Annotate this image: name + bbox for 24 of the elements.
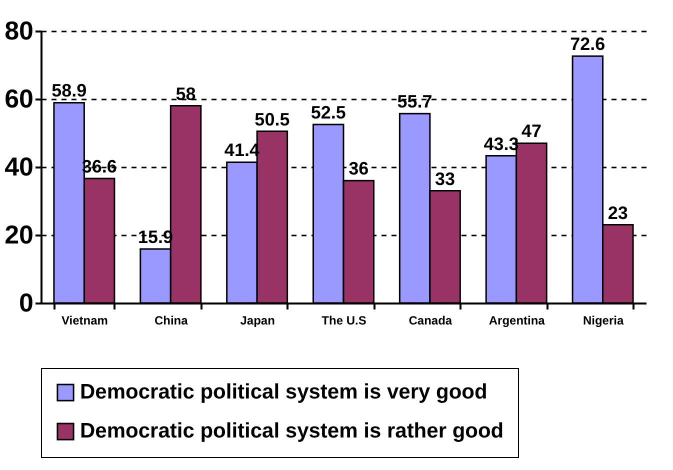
y-tick-label: 80 — [4, 16, 34, 46]
y-tick-label: 0 — [19, 288, 34, 318]
data-label: 33 — [435, 168, 456, 189]
data-label: 47 — [521, 121, 542, 142]
data-label: 58 — [176, 84, 196, 104]
data-label: 23 — [608, 202, 628, 223]
data-label: 50.5 — [254, 109, 290, 130]
x-tick-label: Nigeria — [582, 314, 624, 328]
y-tick-label: 40 — [4, 152, 34, 182]
x-tick-label: Argentina — [488, 314, 546, 328]
data-label: 55.7 — [397, 92, 432, 112]
legend-label: Democratic political system is rather good — [80, 420, 504, 442]
legend-label: Democratic political system is very good — [80, 380, 488, 404]
data-label: 72.6 — [570, 34, 606, 54]
x-tick-label: Vietnam — [61, 314, 108, 328]
x-tick-label: Japan — [240, 314, 275, 328]
data-label: 43.3 — [484, 134, 519, 154]
data-label: 52.5 — [310, 102, 346, 122]
y-tick-label: 60 — [4, 84, 34, 114]
y-tick-label: 20 — [4, 220, 34, 250]
x-tick-label: The U.S — [322, 314, 366, 328]
data-label: 58.9 — [52, 80, 87, 101]
x-tick-label: Canada — [408, 314, 452, 328]
x-tick-label: China — [154, 314, 188, 328]
